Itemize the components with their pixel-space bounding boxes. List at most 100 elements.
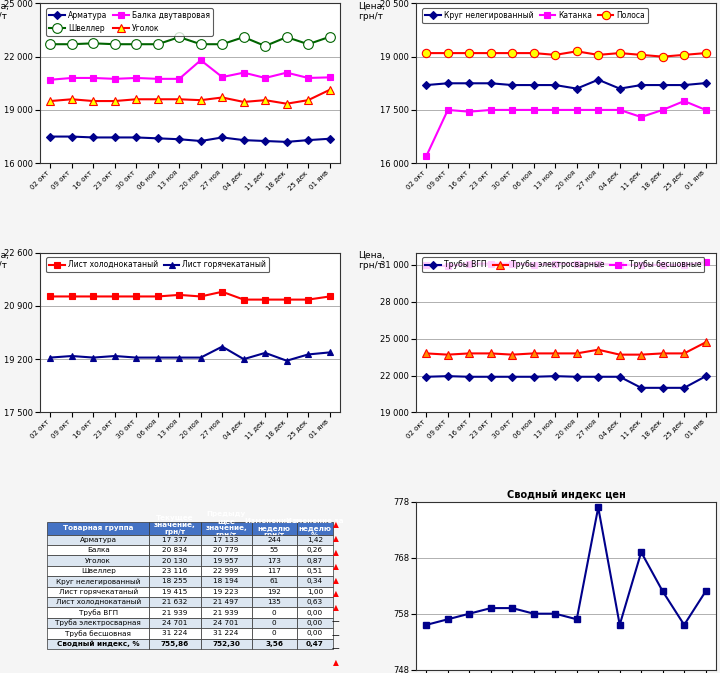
Line: Лист горячекатаный: Лист горячекатаный [47, 343, 333, 364]
Балка двутавровая [325, 73, 334, 81]
Арматура [239, 136, 248, 144]
Полоса [551, 51, 559, 59]
Уголок [218, 94, 227, 102]
Балка двутавровая [218, 73, 227, 81]
Круг нелегированный [572, 85, 581, 93]
Швеллер [68, 40, 76, 48]
Трубы ВГП [465, 373, 474, 381]
Text: ▲: ▲ [333, 534, 339, 543]
Полоса [508, 49, 517, 57]
Уголок [110, 97, 119, 105]
Швеллер [89, 39, 98, 47]
Арматура [175, 135, 184, 143]
Балка двутавровая [304, 74, 312, 82]
Балка двутавровая [239, 69, 248, 77]
Трубы ВГП [616, 373, 624, 381]
Line: Катанка: Катанка [423, 98, 709, 160]
Трубы бесшовные [465, 260, 474, 268]
Text: ▲: ▲ [333, 658, 339, 667]
Трубы электросварные [680, 349, 688, 357]
Катанка [551, 106, 559, 114]
Арматура [325, 135, 334, 143]
Лист холоднокатаный [239, 295, 248, 304]
Трубы электросварные [572, 349, 581, 357]
Трубы электросварные [422, 349, 431, 357]
Полоса [637, 51, 646, 59]
Полоса [658, 52, 667, 61]
Line: Уголок: Уголок [46, 85, 334, 108]
Трубы бесшовные [508, 260, 517, 268]
Круг нелегированный [487, 79, 495, 87]
Катанка [680, 97, 688, 105]
Арматура [132, 133, 140, 141]
Арматура [68, 133, 76, 141]
Y-axis label: Цена,
грн/т: Цена, грн/т [0, 2, 9, 21]
Лист горячекатаный [304, 351, 312, 359]
Line: Трубы электросварные: Трубы электросварные [422, 338, 710, 359]
Лист горячекатаный [218, 343, 227, 351]
Уголок [239, 98, 248, 106]
Лист горячекатаный [68, 352, 76, 360]
Трубы электросварные [444, 351, 452, 359]
Title: Сводный индекс цен: Сводный индекс цен [507, 490, 626, 499]
Трубы электросварные [701, 339, 710, 347]
Трубы ВГП [487, 373, 495, 381]
Line: Швеллер: Швеллер [45, 32, 335, 51]
Катанка [422, 152, 431, 160]
Катанка [444, 106, 452, 114]
Арматура [197, 137, 205, 145]
Трубы бесшовные [572, 260, 581, 268]
Лист холоднокатаный [197, 293, 205, 301]
Трубы электросварные [465, 349, 474, 357]
Text: ▲: ▲ [333, 575, 339, 585]
Круг нелегированный [444, 79, 452, 87]
Арматура [89, 133, 98, 141]
Круг нелегированный [508, 81, 517, 89]
Швеллер [175, 33, 184, 41]
Арматура [304, 136, 312, 144]
Line: Лист холоднокатаный: Лист холоднокатаный [47, 288, 333, 303]
Полоса [487, 49, 495, 57]
Круг нелегированный [701, 79, 710, 87]
Круг нелегированный [616, 85, 624, 93]
Трубы бесшовные [444, 262, 452, 270]
Балка двутавровая [261, 74, 269, 82]
Швеллер [153, 40, 162, 48]
Text: ▲: ▲ [333, 590, 339, 598]
Трубы электросварные [658, 349, 667, 357]
Text: ▲: ▲ [333, 562, 339, 571]
Лист холоднокатаный [153, 293, 162, 301]
Лист холоднокатаный [261, 295, 269, 304]
Балка двутавровая [153, 75, 162, 83]
Трубы электросварные [637, 351, 646, 359]
Балка двутавровая [68, 74, 76, 82]
Y-axis label: Цена,
грн/т: Цена, грн/т [0, 251, 9, 271]
Полоса [529, 49, 538, 57]
Круг нелегированный [680, 81, 688, 89]
Трубы ВГП [508, 373, 517, 381]
Лист горячекатаный [282, 357, 291, 365]
Text: ▲: ▲ [333, 520, 339, 530]
Швеллер [197, 40, 205, 48]
Y-axis label: Цена,
грн/т: Цена, грн/т [359, 251, 385, 271]
Трубы электросварные [551, 349, 559, 357]
Лист холоднокатаный [110, 293, 119, 301]
Лист холоднокатаный [68, 293, 76, 301]
Line: Круг нелегированный: Круг нелегированный [423, 77, 708, 92]
Трубы бесшовные [658, 261, 667, 269]
Лист холоднокатаный [218, 288, 227, 296]
Лист горячекатаный [153, 353, 162, 361]
Катанка [487, 106, 495, 114]
Арматура [218, 133, 227, 141]
Уголок [175, 96, 184, 104]
Line: Арматура: Арматура [48, 134, 333, 145]
Трубы ВГП [637, 384, 646, 392]
Балка двутавровая [175, 75, 184, 83]
Уголок [46, 97, 55, 105]
Полоса [701, 49, 710, 57]
Уголок [132, 96, 140, 104]
Legend: Трубы ВГП, Трубы электросварные, Трубы бесшовные: Трубы ВГП, Трубы электросварные, Трубы б… [423, 257, 704, 273]
Катанка [616, 106, 624, 114]
Уголок [89, 97, 98, 105]
Лист горячекатаный [110, 352, 119, 360]
